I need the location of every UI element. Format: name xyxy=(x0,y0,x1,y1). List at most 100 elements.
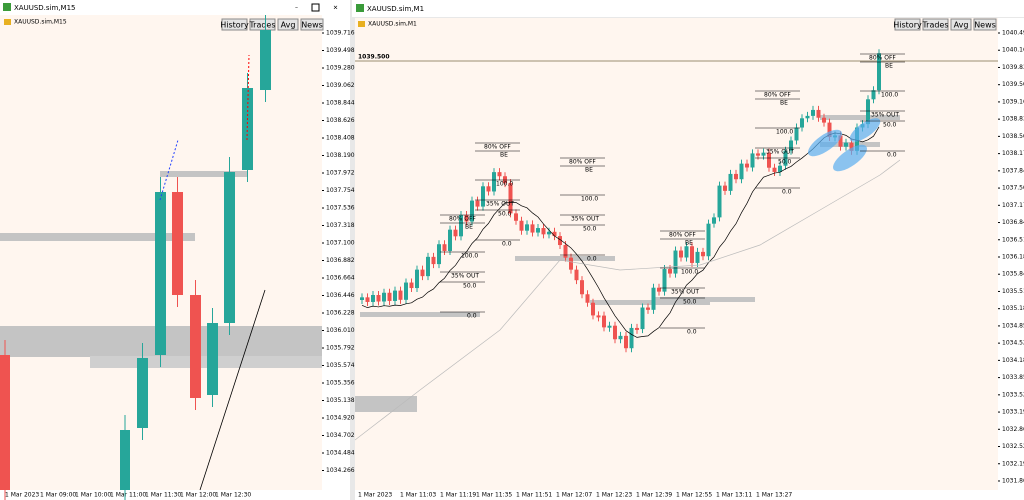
zone xyxy=(90,356,322,368)
toolbar-button[interactable] xyxy=(894,18,921,31)
candle xyxy=(459,215,463,237)
candle xyxy=(657,287,661,292)
fib-label: 0.0 xyxy=(687,329,697,336)
indicator-line xyxy=(199,289,266,491)
candle xyxy=(640,307,645,330)
candle xyxy=(552,231,557,237)
zone xyxy=(160,171,248,177)
candle xyxy=(525,224,529,231)
close[interactable]: ✕ xyxy=(333,5,338,12)
time-label: 1 Mar 11:30 xyxy=(145,492,181,499)
fib-label: BE xyxy=(685,240,693,247)
candle xyxy=(816,109,821,118)
fib-label: 0.0 xyxy=(782,189,792,196)
candle xyxy=(761,152,766,156)
time-axis xyxy=(0,490,322,500)
highlight xyxy=(832,144,868,172)
price-label: 1037.100 xyxy=(326,240,355,247)
price-label: 1039.169 xyxy=(1002,98,1024,105)
candle xyxy=(662,269,667,292)
candle xyxy=(596,315,601,318)
candle xyxy=(371,295,375,302)
fib-label: BE xyxy=(780,100,788,107)
price-label: 1037.509 xyxy=(1002,185,1024,192)
candle xyxy=(673,250,678,274)
toolbar-button[interactable] xyxy=(300,18,324,31)
price-label: 1031.865 xyxy=(1002,477,1024,484)
chart-symbol: XAUUSD.sim,M1 xyxy=(368,21,417,28)
price-label: 1035.185 xyxy=(1002,305,1024,312)
price-label: 1039.833 xyxy=(1002,64,1024,71)
time-axis xyxy=(355,490,998,500)
price-label: 1034.521 xyxy=(1002,340,1024,347)
candle xyxy=(624,335,628,349)
fib-label: 50.0 xyxy=(463,283,477,290)
toolbar-button[interactable] xyxy=(973,18,997,31)
price-label: 1034.189 xyxy=(1002,357,1024,364)
time-label: 1 Mar 13:27 xyxy=(756,492,792,499)
price-label: 1035.517 xyxy=(1002,288,1024,295)
toolbar-button-label: Trades xyxy=(248,21,275,30)
candle xyxy=(772,167,777,172)
candle xyxy=(701,251,705,257)
candle xyxy=(690,246,694,263)
fib-label: 80% OFF xyxy=(569,159,596,166)
price-label: 1038.626 xyxy=(326,117,355,124)
candle xyxy=(739,163,744,180)
toolbar-button[interactable] xyxy=(277,18,299,31)
candle xyxy=(646,307,650,310)
price-label: 1037.318 xyxy=(326,222,355,229)
candle xyxy=(415,269,419,289)
price-axis xyxy=(322,15,350,500)
zone xyxy=(355,396,417,412)
toolbar-button-label: History xyxy=(220,21,249,30)
candle xyxy=(580,280,584,295)
time-label: 1 Mar 12:00 xyxy=(180,492,216,499)
candle xyxy=(745,163,749,168)
level-label: 1039.500 xyxy=(358,54,390,61)
fib-label: 35% OUT xyxy=(486,201,514,208)
candle xyxy=(409,282,414,289)
candle xyxy=(717,185,722,218)
fib-label: 0.0 xyxy=(467,313,477,320)
candle xyxy=(365,297,370,302)
highlight xyxy=(807,129,843,157)
symbol-icon xyxy=(358,21,365,27)
candle xyxy=(530,224,535,233)
candle xyxy=(464,215,469,222)
candle xyxy=(844,142,848,147)
toolbar-button[interactable] xyxy=(950,18,972,31)
trend-line xyxy=(159,139,179,201)
title-bar xyxy=(0,0,350,15)
fib-label: 50.0 xyxy=(883,122,897,129)
price-axis xyxy=(998,18,1024,500)
fib-label: 35% OUT xyxy=(671,289,699,296)
price-label: 1038.408 xyxy=(326,135,355,142)
candle xyxy=(486,186,491,192)
candle xyxy=(558,236,562,246)
price-label: 1039.062 xyxy=(326,82,355,89)
price-label: 1037.754 xyxy=(326,187,355,194)
toolbar-button[interactable] xyxy=(221,18,248,31)
candle xyxy=(668,269,672,274)
price-label: 1036.845 xyxy=(1002,219,1024,226)
candle xyxy=(382,292,386,302)
price-label: 1040.497 xyxy=(1002,30,1024,37)
candle xyxy=(563,245,568,258)
candle xyxy=(767,152,771,168)
maximize[interactable] xyxy=(311,3,320,12)
price-label: 1034.853 xyxy=(1002,322,1024,329)
candle xyxy=(613,325,617,340)
price-label: 1034.484 xyxy=(326,450,355,457)
time-label: 1 Mar 11:35 xyxy=(476,492,512,499)
price-label: 1036.664 xyxy=(326,275,355,282)
fib-label: 100.0 xyxy=(681,269,698,276)
toolbar-button[interactable] xyxy=(922,18,949,31)
price-label: 1039.716 xyxy=(326,30,355,37)
candle xyxy=(120,430,130,490)
fib-label: 100.0 xyxy=(881,92,898,99)
minimize[interactable]: – xyxy=(295,5,298,12)
time-label: 1 Mar 2023 xyxy=(5,492,39,499)
time-label: 1 Mar 12:07 xyxy=(556,492,592,499)
